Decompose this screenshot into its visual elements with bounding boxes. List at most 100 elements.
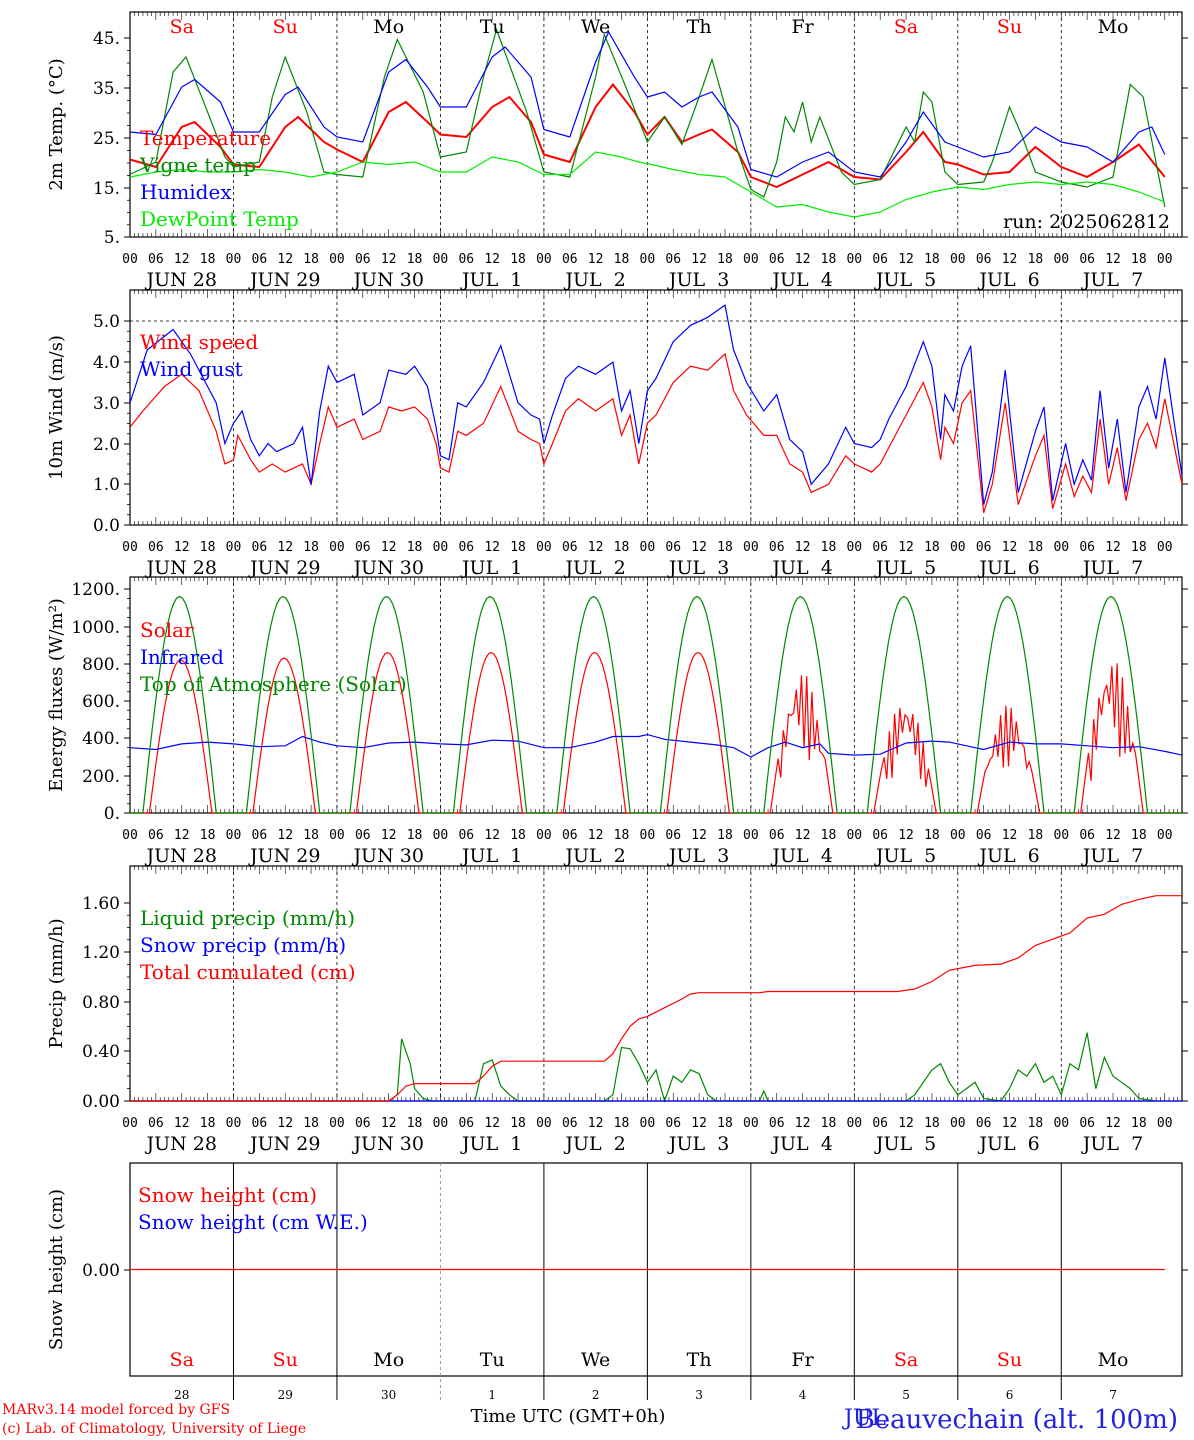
- hour-tick-label: 12: [898, 540, 914, 555]
- month-code: JUL: [842, 1406, 886, 1431]
- hour-tick-label: 00: [743, 540, 759, 555]
- date-label: JUL 3: [667, 557, 729, 579]
- weekday-label: Mo: [373, 1349, 404, 1371]
- legend-entry: Total cumulated (cm): [140, 960, 356, 984]
- hour-tick-label: 06: [1079, 1116, 1095, 1131]
- hour-tick-label: 06: [872, 540, 888, 555]
- hour-tick-label: 06: [355, 252, 371, 267]
- panel-frame: [129, 289, 1183, 526]
- hour-tick-label: 00: [846, 252, 862, 267]
- hour-tick-label: 12: [588, 828, 604, 843]
- weekday-label: Su: [997, 1349, 1022, 1371]
- y-axis-label: 10m Wind (m/s): [46, 335, 67, 480]
- hour-tick-label: 06: [252, 252, 268, 267]
- y-tick-label: 0.: [104, 804, 120, 824]
- hour-tick-label: 00: [433, 1116, 449, 1131]
- hour-tick-label: 00: [846, 1116, 862, 1131]
- hour-tick-label: 06: [355, 828, 371, 843]
- y-tick-label: 2.0: [93, 435, 120, 455]
- hour-tick-label: 00: [433, 828, 449, 843]
- hour-tick-label: 06: [458, 540, 474, 555]
- hour-tick-label: 00: [536, 1116, 552, 1131]
- hour-tick-label: 18: [407, 540, 423, 555]
- hour-tick-label: 00: [1157, 252, 1173, 267]
- date-label: JUL 5: [874, 1133, 936, 1155]
- date-label: JUN 29: [248, 1133, 320, 1155]
- hour-tick-label: 18: [1028, 1116, 1044, 1131]
- hour-tick-label: 18: [303, 540, 319, 555]
- series-line-wind-gust: [129, 304, 1183, 505]
- weekday-label: We: [581, 16, 610, 38]
- date-label: JUL 5: [874, 845, 936, 867]
- y-tick-label: 400.: [82, 729, 120, 749]
- hour-tick-label: 18: [407, 828, 423, 843]
- hour-tick-label: 00: [433, 252, 449, 267]
- hour-tick-label: 12: [588, 1116, 604, 1131]
- date-label: JUL 6: [977, 269, 1039, 291]
- hour-tick-label: 06: [872, 828, 888, 843]
- series-line-liquid-precip-mm-h-: [130, 1032, 1157, 1104]
- hour-tick-label: 12: [1002, 252, 1018, 267]
- hour-tick-label: 06: [976, 540, 992, 555]
- series-line-total-cumulated-cm-: [130, 895, 1182, 1102]
- hour-tick-label: 00: [122, 540, 138, 555]
- hour-tick-label: 18: [1028, 540, 1044, 555]
- day-number-label: 2: [592, 1388, 600, 1402]
- day-number-label: 5: [902, 1388, 910, 1402]
- hour-tick-label: 18: [1131, 540, 1147, 555]
- weekday-label: Su: [273, 1349, 298, 1371]
- legend-entry: DewPoint Temp: [140, 207, 299, 231]
- hour-tick-label: 12: [588, 540, 604, 555]
- hour-tick-label: 00: [1157, 540, 1173, 555]
- date-label: JUL 5: [874, 557, 936, 579]
- hour-tick-label: 18: [1028, 252, 1044, 267]
- date-label: JUN 30: [351, 1133, 423, 1155]
- hour-tick-label: 00: [1053, 252, 1069, 267]
- weekday-label: Tu: [480, 16, 505, 38]
- hour-tick-label: 00: [640, 252, 656, 267]
- hour-tick-label: 18: [1131, 252, 1147, 267]
- run-label: run: 2025062812: [1003, 211, 1170, 233]
- hour-tick-label: 06: [252, 540, 268, 555]
- y-axis-label: Precip (mm/h): [46, 918, 67, 1048]
- weekday-label: Mo: [1098, 1349, 1129, 1371]
- hour-tick-label: 12: [1002, 540, 1018, 555]
- hour-tick-label: 12: [691, 252, 707, 267]
- date-label: JUL 7: [1081, 557, 1143, 579]
- y-tick-label: 15.: [93, 179, 120, 199]
- hour-tick-label: 06: [665, 252, 681, 267]
- y-tick-label: 0.00: [82, 1092, 120, 1112]
- hour-tick-label: 06: [769, 1116, 785, 1131]
- hour-tick-label: 12: [484, 1116, 500, 1131]
- date-label: JUN 28: [144, 557, 216, 579]
- hour-tick-label: 12: [795, 540, 811, 555]
- legend-entry: Snow height (cm): [138, 1183, 317, 1207]
- hour-tick-label: 18: [821, 1116, 837, 1131]
- hour-tick-label: 18: [924, 1116, 940, 1131]
- hour-tick-label: 06: [1079, 252, 1095, 267]
- footer-lab: (c) Lab. of Climatology, University of L…: [2, 1421, 306, 1437]
- legend-entry: Snow precip (mm/h): [140, 933, 346, 957]
- hour-tick-label: 12: [381, 1116, 397, 1131]
- date-label: JUN 29: [248, 845, 320, 867]
- hour-tick-label: 00: [226, 828, 242, 843]
- y-tick-label: 3.0: [93, 394, 120, 414]
- hour-tick-label: 12: [1105, 1116, 1121, 1131]
- hour-tick-label: 12: [1105, 252, 1121, 267]
- hour-tick-label: 18: [717, 540, 733, 555]
- day-number-label: 1: [488, 1388, 496, 1402]
- date-label: JUL 2: [563, 557, 625, 579]
- hour-tick-label: 18: [614, 540, 630, 555]
- series-line-dewpoint-temp: [129, 151, 1166, 218]
- weekday-label: Sa: [170, 16, 194, 38]
- hour-tick-label: 00: [743, 828, 759, 843]
- date-label: JUL 4: [770, 1133, 832, 1155]
- hour-tick-label: 06: [976, 1116, 992, 1131]
- hour-tick-label: 00: [846, 540, 862, 555]
- date-label: JUL 7: [1081, 1133, 1143, 1155]
- series-line-humidex: [129, 30, 1166, 178]
- hour-tick-label: 12: [484, 828, 500, 843]
- footer-model: MARv3.14 model forced by GFS: [2, 1402, 230, 1418]
- hour-tick-label: 18: [200, 1116, 216, 1131]
